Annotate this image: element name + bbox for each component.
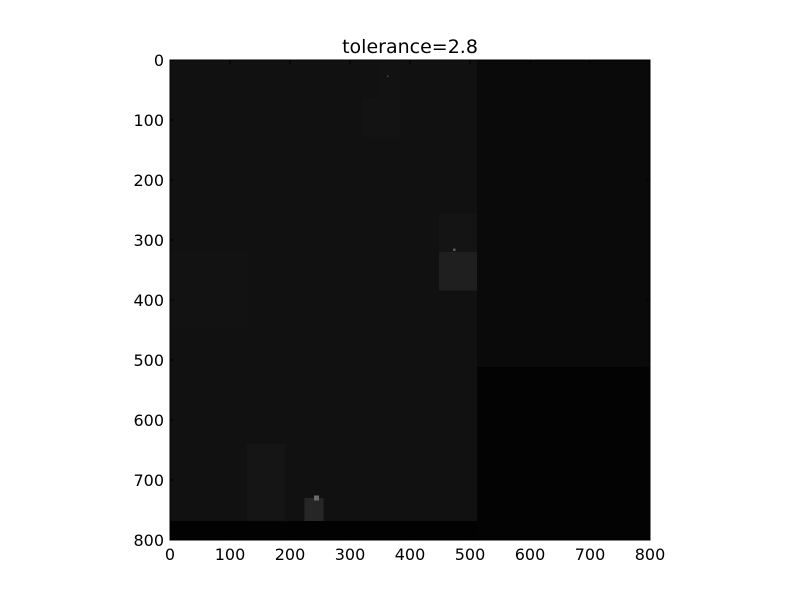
chart-title: tolerance=2.8 [342, 36, 478, 58]
heatmap-region-faint-patch-mid [438, 213, 478, 252]
heatmap-region-lower-right-block [477, 367, 650, 540]
plot-area [170, 60, 650, 540]
y-tick-label: 100 [133, 111, 164, 130]
heatmap-region-faint-patch-bottom-left [246, 444, 286, 521]
x-tick-label: 700 [575, 545, 606, 564]
y-tick-label: 700 [133, 471, 164, 490]
axes: 0 100 200 300 400 500 600 700 800010020030040050… [133, 51, 665, 564]
x-tick-label: 0 [165, 545, 175, 564]
y-tick-label: 500 [133, 351, 164, 370]
x-tick-label: 500 [455, 545, 486, 564]
y-tick-label: 0 [154, 51, 164, 70]
y-tick-label: 400 [133, 291, 164, 310]
heatmap-region-faint-left-upper [170, 252, 247, 329]
heatmap-region-bottom-speck [314, 495, 319, 501]
y-tick-label: 800 [133, 531, 164, 550]
x-tick-label: 800 [635, 545, 666, 564]
x-tick-label: 100 [215, 545, 246, 564]
heatmap-region-bottom-strip [170, 520, 478, 540]
heatmap-region-faint-column-top [381, 60, 401, 99]
y-tick-label: 300 [133, 231, 164, 250]
y-tick-label: 200 [133, 171, 164, 190]
heatmap-region-faint-patch-top [362, 98, 401, 137]
x-tick-label: 600 [515, 545, 546, 564]
heatmap-region-mid-speck [453, 248, 456, 251]
heatmap-region-mid-right-patch [438, 252, 478, 291]
heatmap-region-bottom-patch [304, 498, 324, 521]
y-tick-label: 600 [133, 411, 164, 430]
x-tick-label: 400 [395, 545, 426, 564]
x-tick-label: 200 [275, 545, 306, 564]
heatmap-region-upper-right-block [477, 60, 650, 368]
x-tick-label: 300 [335, 545, 366, 564]
heatmap-region-top-speck [387, 75, 389, 77]
